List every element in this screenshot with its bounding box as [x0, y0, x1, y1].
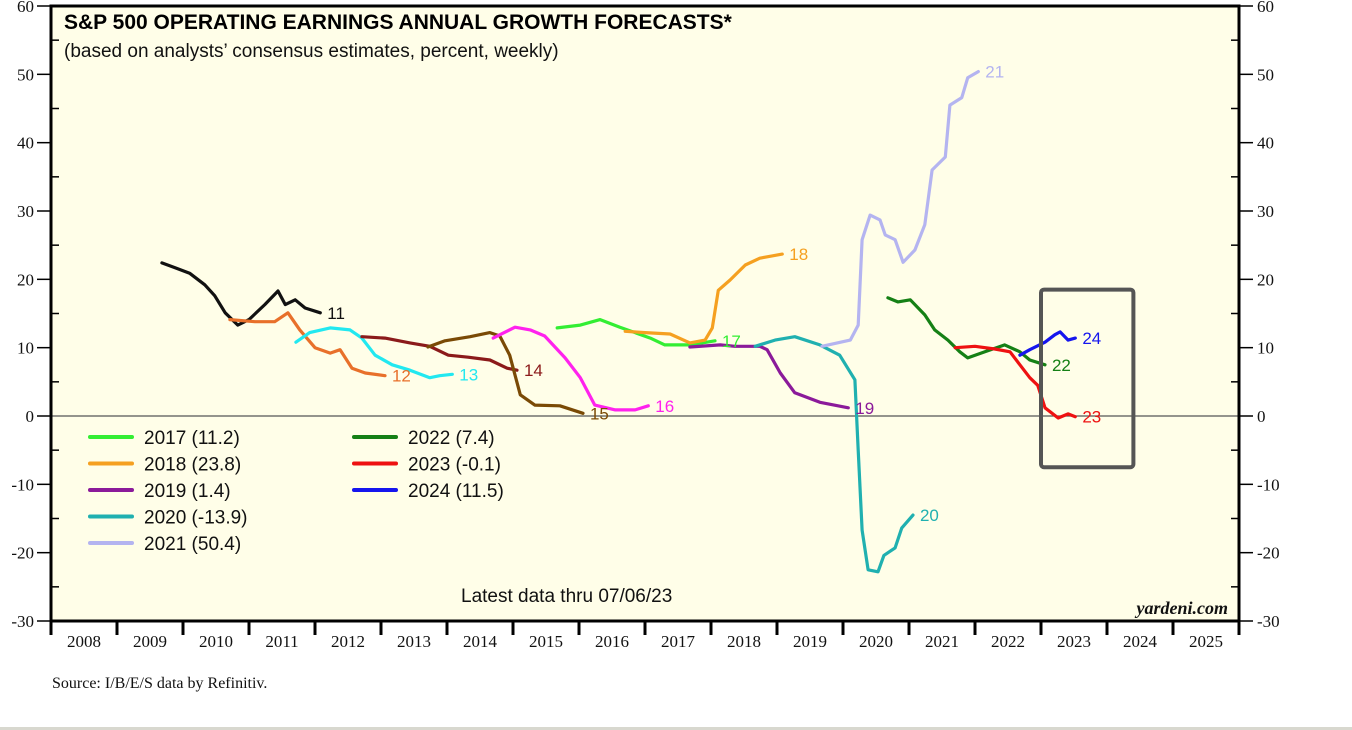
x-tick-label: 2017	[661, 632, 696, 651]
legend-label: 2020 (-13.9)	[144, 508, 248, 529]
y-tick-label-left: 60	[17, 0, 34, 16]
series-line-2024	[1018, 330, 1077, 357]
bottom-divider	[0, 727, 1352, 730]
x-tick-label: 2025	[1189, 632, 1223, 651]
y-tick-label-left: 0	[26, 407, 35, 426]
legend-item-2022: 2022 (7.4)	[352, 428, 495, 449]
right-y-axis: -30 -20 -10 0 10 20 30 40 50 60	[1231, 0, 1280, 631]
series-line-2012	[228, 311, 387, 378]
legend-label: 2019 (1.4)	[144, 481, 231, 502]
x-tick-label: 2024	[1123, 632, 1158, 651]
series-line-2019	[688, 343, 850, 410]
series-line-2016	[491, 325, 650, 412]
source-note: Source: I/B/E/S data by Refinitiv.	[52, 675, 268, 692]
legend-label: 2021 (50.4)	[144, 534, 241, 555]
legend-label: 2017 (11.2)	[144, 428, 240, 449]
y-tick-label-right: 40	[1257, 134, 1274, 153]
legend-item-2019: 2019 (1.4)	[88, 481, 231, 502]
x-tick-label: 2009	[133, 632, 167, 651]
brand-watermark: yardeni.com	[1135, 598, 1229, 618]
series-end-label-2020: 20	[920, 506, 939, 525]
chart-subtitle: (based on analysts’ consensus estimates,…	[64, 41, 559, 62]
series-end-label-2015: 15	[590, 404, 609, 423]
x-tick-label: 2020	[859, 632, 893, 651]
y-tick-label-right: -10	[1257, 475, 1280, 494]
highlight-box	[1039, 287, 1136, 470]
series-line-2018	[623, 252, 784, 345]
x-tick-label: 2014	[463, 632, 498, 651]
x-tick-label: 2008	[67, 632, 101, 651]
y-tick-label-right: -20	[1257, 544, 1280, 563]
plot-area	[51, 6, 1239, 621]
y-tick-label-left: -10	[11, 475, 34, 494]
series-end-label-2017: 17	[722, 332, 741, 351]
legend: 2017 (11.2) 2018 (23.8) 2019 (1.4) 2020 (-1…	[88, 428, 504, 555]
y-tick-label-left: -20	[11, 544, 34, 563]
legend-item-2017: 2017 (11.2)	[88, 428, 240, 449]
series-line-2021	[820, 70, 980, 348]
series-line-2015	[426, 331, 585, 415]
y-tick-label-right: 0	[1257, 407, 1266, 426]
y-tick-label-left: -30	[11, 612, 34, 631]
x-tick-label: 2021	[925, 632, 959, 651]
legend-item-2023: 2023 (-0.1)	[352, 455, 501, 476]
x-tick-label: 2012	[331, 632, 365, 651]
series-line-2022	[886, 296, 1047, 367]
series-end-label-2012: 12	[392, 367, 411, 386]
y-tick-label-right: 50	[1257, 65, 1274, 84]
legend-label: 2018 (23.8)	[144, 455, 241, 476]
series-end-label-2014: 14	[524, 361, 543, 380]
series-line-2014	[360, 335, 519, 372]
y-tick-label-right: 30	[1257, 202, 1274, 221]
series-end-label-2023: 23	[1082, 408, 1101, 427]
legend-item-2018: 2018 (23.8)	[88, 455, 241, 476]
y-tick-label-right: 60	[1257, 0, 1274, 16]
latest-data-note: Latest data thru 07/06/23	[461, 586, 672, 607]
x-tick-label: 2022	[991, 632, 1025, 651]
series-end-labels: 11 12 13 14 15 16 17 18 19 20 21 22 23 24	[327, 63, 1101, 525]
series-end-label-2021: 21	[985, 63, 1004, 82]
y-tick-label-left: 50	[17, 65, 34, 84]
series-end-label-2024: 24	[1082, 329, 1101, 348]
series-line-2011	[160, 261, 322, 327]
legend-item-2021: 2021 (50.4)	[88, 534, 241, 555]
legend-item-2024: 2024 (11.5)	[352, 481, 504, 502]
y-tick-label-left: 10	[17, 339, 34, 358]
series-end-label-2013: 13	[459, 365, 478, 384]
x-tick-label: 2016	[595, 632, 629, 651]
chart-title: S&P 500 OPERATING EARNINGS ANNUAL GROWTH…	[64, 11, 733, 34]
legend-item-2020: 2020 (-13.9)	[88, 508, 248, 529]
series-line-2023	[953, 344, 1077, 420]
x-tick-label: 2015	[529, 632, 563, 651]
x-tick-label: 2023	[1057, 632, 1091, 651]
series-line-2013	[294, 326, 454, 380]
x-tick-label: 2011	[265, 632, 298, 651]
x-axis: 2008 2009 2010 2011 2012 2013 2014 2015 2016 2017…	[49, 621, 1241, 651]
series-lines	[160, 70, 1077, 574]
series-line-2020	[753, 335, 915, 574]
x-tick-label: 2018	[727, 632, 761, 651]
y-tick-label-left: 30	[17, 202, 34, 221]
y-tick-label-left: 20	[17, 270, 34, 289]
series-end-label-2022: 22	[1052, 356, 1071, 375]
legend-label: 2022 (7.4)	[408, 428, 495, 449]
y-tick-label-right: 10	[1257, 339, 1274, 358]
legend-label: 2023 (-0.1)	[408, 455, 501, 476]
y-tick-label-left: 40	[17, 134, 34, 153]
y-tick-label-right: 20	[1257, 270, 1274, 289]
left-y-axis: -30 -20 -10 0 10 20 30 40 50 60	[11, 0, 59, 631]
series-end-label-2019: 19	[855, 399, 874, 418]
x-tick-label: 2019	[793, 632, 827, 651]
y-tick-label-right: -30	[1257, 612, 1280, 631]
series-end-label-2011: 11	[327, 304, 345, 323]
x-tick-label: 2013	[397, 632, 431, 651]
legend-label: 2024 (11.5)	[408, 481, 504, 502]
x-tick-label: 2010	[199, 632, 233, 651]
series-end-label-2016: 16	[655, 397, 674, 416]
plot-frame	[49, 4, 1241, 623]
series-end-label-2018: 18	[789, 245, 808, 264]
